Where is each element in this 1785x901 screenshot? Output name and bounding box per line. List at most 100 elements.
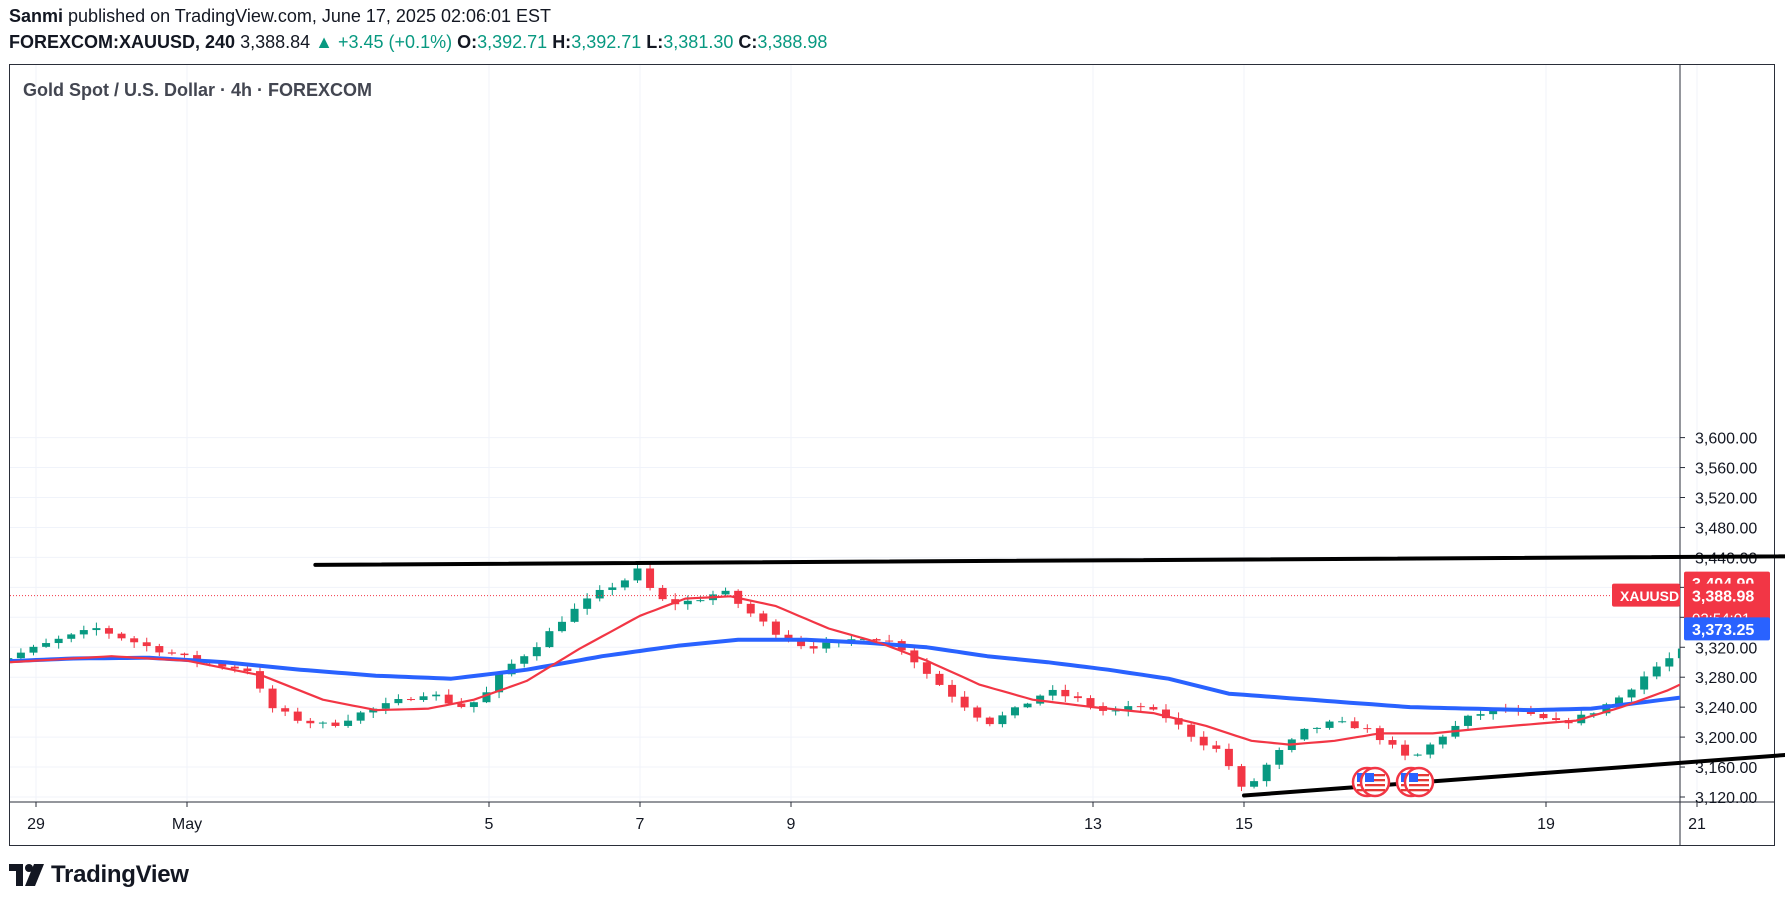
candle-body	[432, 694, 441, 697]
candle	[356, 710, 365, 724]
candle-body	[92, 628, 101, 631]
candle-body	[1136, 706, 1145, 708]
open-value: 3,392.71	[477, 32, 548, 52]
candle-body	[973, 707, 982, 718]
candle	[1149, 704, 1158, 711]
resistance-trendline[interactable]	[313, 542, 1785, 567]
candle	[1237, 763, 1246, 792]
candle-body	[1338, 721, 1347, 723]
x-tick-label: 13	[1084, 816, 1102, 833]
candle-body	[658, 587, 667, 600]
candle	[620, 578, 629, 591]
candle	[1187, 722, 1196, 742]
candle-body	[1061, 689, 1070, 697]
candle	[79, 625, 88, 639]
candle-body	[16, 652, 25, 659]
candle	[1325, 719, 1334, 730]
candle	[960, 691, 969, 711]
candle	[746, 600, 755, 617]
candle	[331, 719, 340, 728]
candle	[1564, 717, 1573, 729]
candle-body	[885, 640, 894, 642]
slow-ma-price-tag[interactable]: 3,373.25	[1684, 617, 1770, 641]
candle-body	[721, 590, 730, 595]
author-name[interactable]: Sanmi	[9, 6, 64, 26]
y-tick-label: 3,160.00	[1695, 760, 1757, 777]
candle-body	[1262, 764, 1271, 782]
y-tick-label: 3,520.00	[1695, 491, 1757, 508]
candle-body	[419, 696, 428, 700]
candle	[318, 721, 327, 729]
candle-body	[822, 642, 831, 649]
high-label: H:	[552, 32, 572, 52]
candle	[1463, 714, 1472, 731]
event-flag-stripe	[1365, 774, 1385, 777]
candle-body	[557, 621, 566, 632]
candle	[1665, 652, 1674, 672]
open-label: O:	[457, 32, 478, 52]
candle	[54, 635, 63, 649]
candle-body	[281, 708, 290, 712]
us-flag-event-icon-d[interactable]	[1403, 766, 1435, 798]
publish-info: Sanmi published on TradingView.com, June…	[9, 6, 551, 27]
y-tick-label: 3,120.00	[1695, 790, 1757, 807]
candle	[532, 642, 541, 661]
candle-body	[1413, 754, 1422, 756]
candle	[1300, 728, 1309, 741]
candle-body	[1275, 750, 1284, 765]
candle-body	[985, 717, 994, 725]
candle	[935, 670, 944, 686]
candle	[1275, 747, 1284, 770]
x-tick-label: 7	[636, 816, 645, 833]
candle-body	[469, 702, 478, 707]
candle-body	[583, 598, 592, 609]
close-label: C:	[738, 32, 758, 52]
candle	[293, 707, 302, 724]
candle	[180, 652, 189, 658]
us-flag-event-icon-b[interactable]	[1359, 766, 1391, 798]
candle	[142, 637, 151, 652]
candle-body	[1199, 736, 1208, 746]
low-label: L:	[646, 32, 664, 52]
x-tick-label: 19	[1537, 816, 1555, 833]
candle	[1161, 704, 1170, 723]
candle	[432, 691, 441, 701]
symbol-price-tag[interactable]: XAUUSD	[1612, 583, 1680, 607]
y-tick-label: 3,440.00	[1695, 550, 1757, 567]
candle	[1388, 736, 1397, 749]
candle	[1652, 662, 1661, 680]
candle-body	[130, 638, 139, 643]
candle	[570, 603, 579, 623]
candle-body	[998, 715, 1007, 725]
candle-body	[255, 671, 264, 689]
candle	[872, 637, 881, 642]
candle-body	[29, 646, 38, 653]
candle	[507, 659, 516, 677]
candle	[255, 667, 264, 693]
candle-body	[1677, 648, 1680, 659]
candle-body	[1124, 706, 1133, 711]
slow-ma-price-tag-text: 3,373.25	[1692, 622, 1754, 639]
candle	[42, 638, 51, 648]
candle	[1199, 731, 1208, 751]
candle-body	[1627, 689, 1636, 698]
candle	[520, 654, 529, 668]
candle-body	[935, 673, 944, 685]
y-tick-label: 3,600.00	[1695, 431, 1757, 448]
candle	[29, 644, 38, 656]
candle-body	[696, 600, 705, 602]
candle	[1413, 753, 1422, 757]
candle-body	[1539, 713, 1548, 719]
x-tick-label: 9	[787, 816, 796, 833]
candle	[658, 584, 667, 601]
event-flag-stripe	[1365, 779, 1385, 782]
x-tick-label: May	[172, 816, 202, 833]
candle-body	[1665, 658, 1674, 667]
candle-body	[444, 694, 453, 704]
tradingview-logo[interactable]: TradingView	[9, 860, 189, 890]
candle-body	[180, 653, 189, 656]
x-tick-label: 5	[485, 816, 494, 833]
support-trendline[interactable]	[1242, 590, 1785, 798]
candle-body	[1111, 710, 1120, 712]
